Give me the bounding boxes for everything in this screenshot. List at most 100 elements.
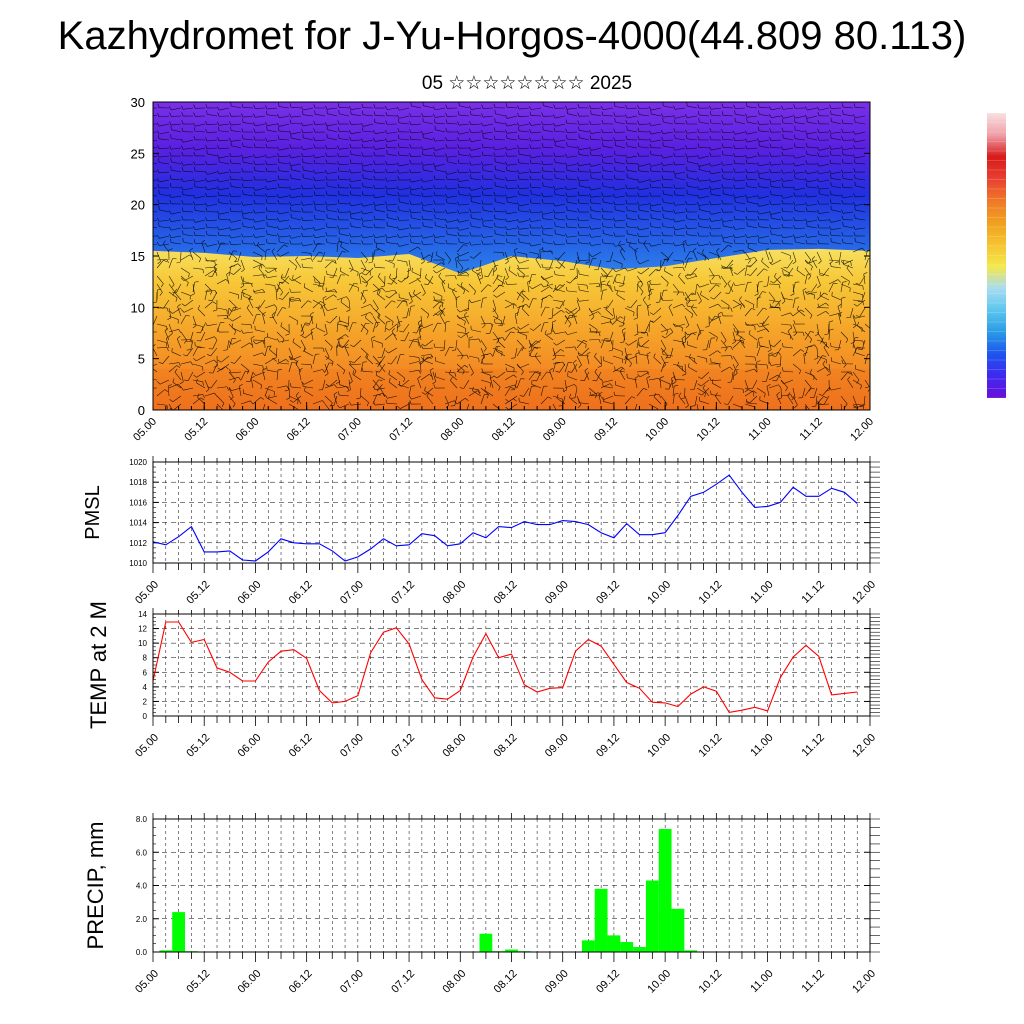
wind-barb-flag: [445, 185, 448, 190]
wind-barb: [480, 394, 485, 405]
wind-barb: [231, 139, 242, 142]
wind-barb: [708, 303, 719, 309]
wind-barb-flag: [554, 190, 556, 195]
wind-barb-flag: [373, 104, 376, 109]
wind-barb-flag: [300, 242, 304, 247]
wind-barb: [735, 235, 746, 239]
wind-barb-flag: [853, 232, 856, 237]
wind-barb-flag: [157, 153, 160, 158]
wind-barb-flag: [337, 145, 340, 150]
wind-barb-flag: [686, 230, 688, 235]
wind-barb: [339, 147, 350, 150]
wind-barb-flag: [659, 376, 664, 379]
wind-barb-flag: [206, 110, 208, 115]
wind-barb-flag: [502, 337, 506, 341]
wind-barb-flag: [688, 353, 691, 358]
wind-barb: [423, 105, 434, 109]
wind-barb: [783, 171, 794, 174]
wind-barb-flag: [493, 152, 496, 157]
wind-barb: [555, 162, 566, 165]
wind-barb-flag: [313, 159, 316, 164]
wind-barb: [375, 114, 386, 117]
wind-barb: [243, 226, 254, 229]
wind-barb: [713, 291, 722, 300]
wind-barb: [567, 145, 578, 149]
wind-barb-flag: [770, 280, 774, 284]
wind-barb-flag: [253, 209, 256, 214]
wind-barb: [615, 219, 626, 222]
wind-barb: [579, 130, 590, 133]
wind-barb-flag: [529, 137, 532, 142]
wind-barb-flag: [397, 192, 400, 197]
wind-barb: [648, 290, 651, 301]
wind-barb-flag: [638, 337, 643, 339]
wind-barb-flag: [649, 320, 654, 323]
wind-barb: [504, 374, 514, 381]
wind-barb: [615, 154, 626, 157]
wind-barb: [195, 345, 206, 349]
wind-barb-flag: [457, 177, 460, 182]
wind-barb-flag: [197, 305, 201, 310]
wind-barb-flag: [517, 169, 520, 174]
wind-barb: [378, 276, 386, 285]
wind-barb: [183, 170, 194, 173]
wind-barb-flag: [418, 357, 420, 362]
wind-barb: [720, 339, 728, 349]
wind-barb: [480, 379, 491, 384]
wind-barb-flag: [312, 226, 316, 231]
wind-barb-flag: [336, 404, 341, 409]
wind-barb: [420, 353, 431, 357]
wind-barb: [460, 331, 470, 339]
wind-barb-flag: [481, 174, 484, 179]
wind-barb-flag: [490, 375, 495, 379]
wind-barb-flag: [229, 159, 232, 164]
wind-barb-flag: [549, 367, 553, 371]
wind-barb-flag: [673, 105, 676, 110]
wind-barb-flag: [589, 129, 592, 134]
wind-barb-flag: [817, 119, 820, 124]
wind-barb: [243, 203, 254, 206]
wind-barb-flag: [196, 331, 201, 334]
wind-barb: [200, 331, 206, 342]
wind-barb: [759, 163, 770, 167]
wind-barb-flag: [698, 393, 703, 396]
wind-barb-flag: [733, 215, 736, 220]
wind-barb-flag: [254, 166, 256, 171]
wind-barb-flag: [307, 300, 312, 303]
wind-barb: [804, 331, 811, 341]
wind-barb: [413, 293, 422, 301]
wind-barb-flag: [745, 113, 748, 118]
wind-barb-flag: [817, 152, 820, 157]
wind-barb: [555, 274, 566, 277]
wind-barb-flag: [145, 177, 147, 181]
wind-barb-flag: [753, 390, 757, 394]
wind-barb-flag: [555, 266, 560, 269]
wind-barb-flag: [261, 263, 266, 268]
wind-barb: [192, 347, 198, 357]
wind-barb: [450, 380, 458, 389]
wind-barb: [255, 211, 266, 214]
wind-barb-flag: [422, 206, 424, 211]
wind-barb: [627, 267, 638, 272]
wind-barb-flag: [761, 257, 764, 262]
wind-barb-flag: [167, 317, 172, 321]
wind-barb-flag: [529, 121, 532, 126]
wind-barb-flag: [280, 322, 283, 327]
wind-barb-flag: [685, 153, 688, 158]
wind-barb: [347, 315, 350, 326]
wind-barb-flag: [385, 185, 388, 190]
wind-barb-flag: [848, 281, 850, 286]
wind-barb-flag: [300, 333, 304, 337]
wind-barb-flag: [717, 311, 722, 315]
wind-barb: [508, 403, 518, 410]
wind-barb-flag: [277, 175, 280, 180]
wind-barb: [852, 371, 860, 381]
wind-barb: [687, 185, 698, 189]
wind-barb: [372, 355, 380, 364]
wind-barb: [447, 178, 458, 181]
wind-barb-flag: [588, 162, 592, 167]
wind-barb-flag: [409, 121, 412, 125]
wind-barb: [387, 187, 398, 190]
wind-barb: [809, 372, 818, 381]
wind-barb: [348, 267, 359, 273]
